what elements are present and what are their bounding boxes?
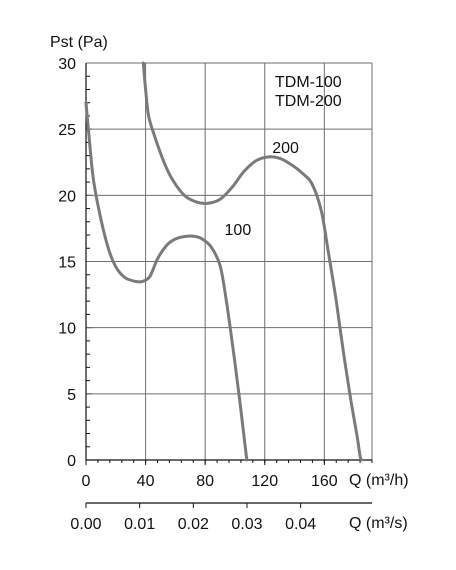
- series-label-100: 100: [225, 222, 252, 239]
- curve-200: [141, 61, 364, 462]
- x-tick-label: 40: [137, 473, 155, 490]
- x-tick-label: 0: [82, 473, 91, 490]
- x-axis-title: Q (m³/h): [349, 472, 409, 489]
- labels: Pst (Pa) TDM-100 TDM-200 Q (m³/h) Q (m³/…: [50, 34, 409, 533]
- y-tick-label: 20: [58, 188, 76, 205]
- x-secondary-tick-label: 0.02: [178, 516, 209, 533]
- y-tick-label: 30: [58, 56, 76, 73]
- y-tick-label: 5: [67, 387, 76, 404]
- grid: [86, 62, 373, 460]
- y-tick-label: 0: [67, 453, 76, 470]
- y-tick-label: 15: [58, 255, 76, 272]
- y-tick-label: 10: [58, 321, 76, 338]
- y-tick-label: 25: [58, 122, 76, 139]
- x-tick-label: 80: [196, 473, 214, 490]
- axes: [85, 63, 372, 508]
- x-tick-label: 160: [311, 473, 338, 490]
- curves: [84, 61, 364, 462]
- x-tick-label: 120: [251, 473, 278, 490]
- x-axis-secondary-title: Q (m³/s): [349, 515, 408, 532]
- y-axis-title: Pst (Pa): [50, 34, 108, 51]
- model-label-2: TDM-200: [275, 93, 342, 110]
- x-secondary-tick-label: 0.00: [70, 516, 101, 533]
- x-secondary-tick-label: 0.04: [285, 516, 316, 533]
- x-secondary-tick-label: 0.01: [124, 516, 155, 533]
- x-secondary-tick-label: 0.03: [231, 516, 262, 533]
- curve-100: [84, 101, 249, 462]
- model-label-1: TDM-100: [275, 74, 342, 91]
- series-label-200: 200: [272, 140, 299, 157]
